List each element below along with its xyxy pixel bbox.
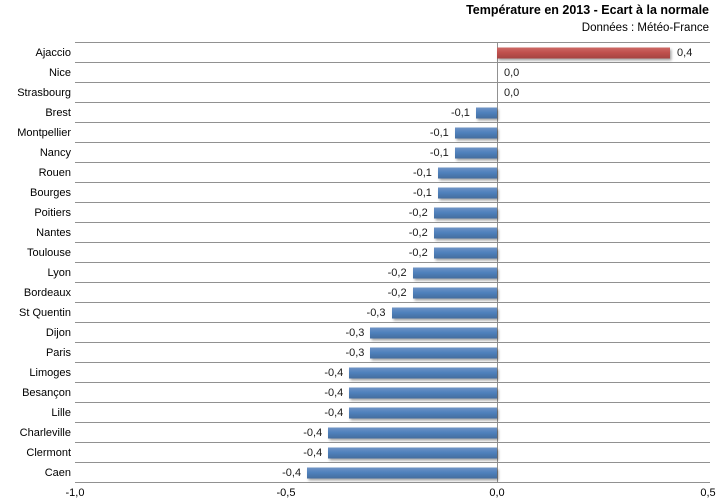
value-label: -0,1 [429, 126, 449, 139]
category-label: Nice [48, 66, 71, 79]
category-label: Montpellier [17, 126, 71, 139]
category-label: Rouen [38, 166, 71, 179]
value-label: -0,4 [324, 406, 344, 419]
category-label: Paris [45, 346, 71, 359]
value-label: -0,2 [408, 226, 428, 239]
bar-row: Nantes -0,2 [36, 223, 710, 243]
negative-bar [307, 467, 497, 478]
negative-bar [328, 427, 497, 438]
category-label: Nantes [36, 226, 71, 239]
x-tick-label: -0,5 [276, 487, 296, 499]
category-label: Brest [45, 106, 71, 119]
bar-row: Lyon -0,2 [48, 263, 710, 283]
category-label: Clermont [26, 446, 71, 459]
category-label: Lille [51, 406, 71, 419]
bar-row: Lille -0,4 [51, 403, 710, 423]
value-label: -0,1 [412, 186, 432, 199]
negative-bar [391, 307, 497, 318]
bar-row: Strasbourg 0,0 [17, 83, 710, 103]
bar-row: Brest -0,1 [45, 103, 710, 123]
positive-bar [497, 47, 671, 58]
value-label: -0,2 [387, 266, 407, 279]
value-label: -0,2 [387, 286, 407, 299]
negative-bar [433, 247, 497, 258]
x-tick-label: -1,0 [65, 487, 85, 499]
bar-row: Rouen -0,1 [39, 163, 710, 183]
category-label: Nancy [39, 146, 71, 159]
bar-row: Ajaccio 0,4 [36, 43, 710, 63]
negative-bar [412, 267, 497, 278]
bar-row: Charleville -0,4 [20, 423, 710, 443]
category-label: Lyon [47, 266, 71, 279]
negative-bar [370, 347, 497, 358]
category-label: Ajaccio [35, 46, 71, 59]
category-label: Toulouse [26, 246, 71, 259]
value-label: -0,3 [366, 306, 386, 319]
zero-axis-line [497, 43, 498, 483]
negative-bar [349, 367, 497, 378]
value-label: -0,4 [324, 366, 344, 379]
bar-row: Nancy -0,1 [40, 143, 710, 163]
negative-bar [433, 207, 497, 218]
category-label: Strasbourg [17, 86, 71, 99]
bar-row: Toulouse -0,2 [27, 243, 710, 263]
value-label: -0,4 [303, 446, 323, 459]
bar-row: Bourges -0,1 [30, 183, 710, 203]
negative-bar [437, 187, 497, 198]
negative-bar [349, 387, 497, 398]
category-label: Charleville [19, 426, 71, 439]
value-label: -0,4 [303, 426, 323, 439]
negative-bar [475, 107, 497, 118]
bar-row: St Quentin -0,3 [19, 303, 710, 323]
value-label: -0,3 [345, 326, 365, 339]
x-tick-label: 0,5 [700, 487, 716, 499]
bar-row: Montpellier -0,1 [17, 123, 710, 143]
value-label: 0,0 [504, 86, 520, 99]
bar-row: Caen -0,4 [45, 463, 710, 483]
bar-row: Nice 0,0 [49, 63, 710, 83]
negative-bar [454, 127, 497, 138]
bar-row: Bordeaux -0,2 [24, 283, 710, 303]
value-label: -0,4 [282, 466, 302, 479]
negative-bar [454, 147, 497, 158]
x-tick-label: 0,0 [489, 487, 505, 499]
category-label: Bourges [30, 186, 71, 199]
bar-row: Poitiers -0,2 [34, 203, 710, 223]
value-label: -0,1 [429, 146, 449, 159]
bar-row: Limoges -0,4 [29, 363, 710, 383]
category-label: Besançon [22, 386, 71, 399]
value-label: 0,0 [504, 66, 520, 79]
value-label: -0,3 [345, 346, 365, 359]
plot-area: Ajaccio 0,4 Nice 0,0 Strasbourg 0,0 Brest -0,1 M… [17, 42, 710, 483]
category-label: Poitiers [34, 206, 71, 219]
chart-title: Température en 2013 - Ecart à la normale [466, 3, 709, 17]
negative-bar [328, 447, 497, 458]
bar-row: Dijon -0,3 [46, 323, 710, 343]
negative-bar [370, 327, 497, 338]
category-label: Dijon [45, 326, 71, 339]
x-axis: -1,0 -0,5 0,0 0,5 [66, 487, 716, 501]
bar-row: Besançon -0,4 [22, 383, 710, 403]
negative-bar [412, 287, 497, 298]
value-label: -0,2 [408, 246, 428, 259]
bar-row: Paris -0,3 [46, 343, 710, 363]
value-label: -0,1 [412, 166, 432, 179]
chart-subtitle: Données : Météo-France [581, 21, 709, 34]
bar-row: Clermont -0,4 [26, 443, 710, 463]
category-label: Bordeaux [23, 286, 71, 299]
chart-header: Température en 2013 - Ecart à la normale… [466, 3, 709, 35]
value-label: 0,4 [677, 46, 693, 59]
value-label: -0,1 [450, 106, 470, 119]
negative-bar [437, 167, 497, 178]
value-label: -0,2 [408, 206, 428, 219]
negative-bar [349, 407, 497, 418]
negative-bar [433, 227, 497, 238]
value-label: -0,4 [324, 386, 344, 399]
category-label: St Quentin [19, 306, 71, 319]
category-label: Caen [44, 466, 71, 479]
category-label: Limoges [29, 366, 71, 379]
